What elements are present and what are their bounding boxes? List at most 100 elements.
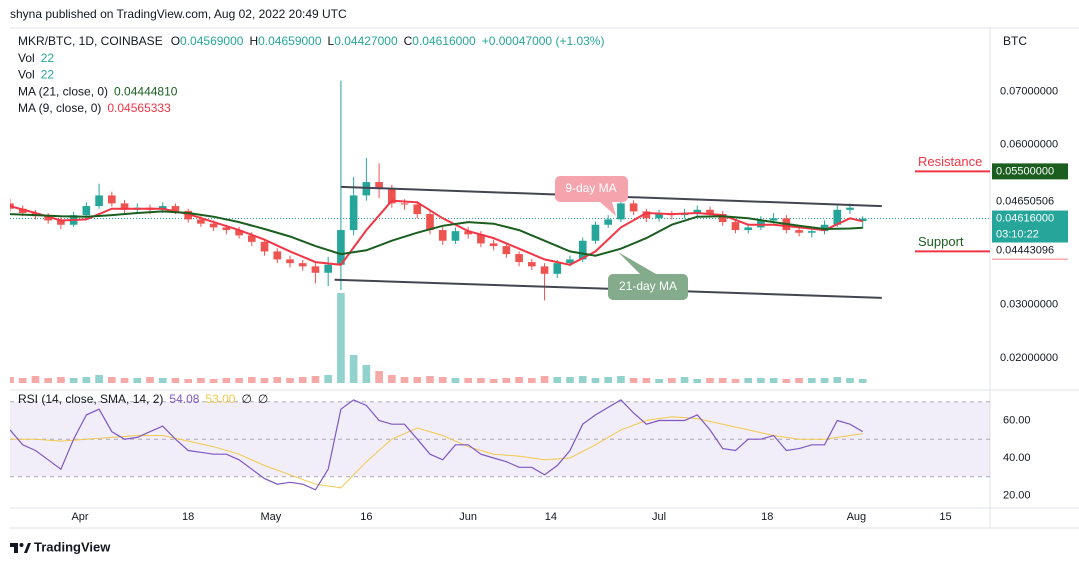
candle-body bbox=[171, 206, 180, 211]
candle-body bbox=[553, 263, 562, 274]
volume-bar bbox=[337, 293, 345, 383]
candle-body bbox=[540, 266, 549, 274]
countdown: 03:10:22 bbox=[996, 228, 1039, 240]
volume-bar bbox=[18, 378, 27, 383]
level-price-box bbox=[992, 163, 1068, 180]
volume-bar bbox=[171, 378, 180, 383]
volume-bar bbox=[578, 376, 587, 383]
ohlc-key: H bbox=[249, 34, 258, 48]
x-tick-label: 18 bbox=[182, 511, 194, 523]
x-tick-label: 16 bbox=[360, 511, 372, 523]
indicator-name: Vol bbox=[18, 51, 35, 65]
ohlc-value: 0.04569000 bbox=[180, 34, 244, 48]
candle-body bbox=[858, 218, 867, 222]
volume-bar bbox=[693, 379, 702, 383]
candle-body bbox=[591, 224, 600, 241]
x-tick-label: Aug bbox=[847, 511, 867, 523]
indicator-name: MA (9, close, 0) bbox=[18, 101, 101, 115]
volume-bar bbox=[528, 378, 536, 383]
volume-bar bbox=[120, 378, 129, 383]
rsi-legend-value: 53.00 bbox=[205, 392, 235, 406]
volume-bar bbox=[158, 378, 167, 383]
candle-body bbox=[464, 231, 472, 235]
price-label: 0.04616000 bbox=[996, 212, 1054, 224]
candle-body bbox=[209, 223, 218, 228]
candle-body bbox=[808, 231, 816, 233]
volume-bar bbox=[820, 378, 829, 383]
candle-body bbox=[311, 266, 320, 273]
x-tick-label: 18 bbox=[761, 511, 773, 523]
price-label-box bbox=[992, 242, 1068, 259]
annotation-box bbox=[555, 176, 628, 202]
indicator-legend: MA (9, close, 0) 0.04565333 bbox=[18, 101, 171, 115]
volume-bar bbox=[489, 379, 498, 383]
indicator-value: 22 bbox=[41, 68, 55, 82]
volume-bar bbox=[833, 377, 842, 383]
candle-body bbox=[718, 214, 727, 223]
rsi-sma-line bbox=[10, 416, 863, 489]
candle-body bbox=[438, 230, 447, 241]
candle-body bbox=[629, 203, 638, 212]
candle-body bbox=[57, 220, 65, 225]
volume-bar bbox=[235, 378, 243, 383]
candle-body bbox=[795, 230, 803, 233]
volume-bar bbox=[260, 378, 269, 383]
rsi-title: RSI (14, close, SMA, 14, 2) bbox=[18, 392, 163, 406]
rsi-pane bbox=[10, 399, 990, 491]
volume-bar bbox=[680, 377, 689, 383]
candle-body bbox=[693, 209, 702, 214]
volume-bar bbox=[82, 377, 91, 383]
volume-bar bbox=[57, 377, 65, 383]
volume-bar bbox=[31, 376, 40, 383]
candle-body bbox=[744, 227, 752, 231]
volume-bar bbox=[273, 377, 282, 383]
price-label: 0.04443096 bbox=[996, 245, 1054, 257]
volume-bar bbox=[782, 379, 791, 383]
x-tick-label: 14 bbox=[545, 511, 557, 523]
indicator-name: Vol bbox=[18, 68, 35, 82]
volume-bar bbox=[808, 378, 816, 383]
rsi-legend-value: ∅ bbox=[241, 392, 251, 406]
candle-body bbox=[349, 195, 358, 231]
rsi-legend: RSI (14, close, SMA, 14, 2) 54.08 53.00 ∅ ∅ bbox=[18, 392, 268, 406]
candle-body bbox=[235, 230, 243, 236]
volume-bar bbox=[540, 376, 549, 383]
candle-body bbox=[706, 209, 714, 215]
x-tick-label: Jun bbox=[459, 511, 477, 523]
candle-body bbox=[222, 227, 231, 231]
rsi-tick-label: 60.00 bbox=[1003, 414, 1031, 426]
volume-bar bbox=[197, 378, 205, 383]
logo-dot bbox=[19, 543, 24, 547]
ohlc-value: 0.04616000 bbox=[412, 34, 476, 48]
indicator-legend: MA (21, close, 0) 0.04444810 bbox=[18, 85, 178, 99]
volume-bar bbox=[222, 378, 231, 383]
volume-bar bbox=[400, 377, 409, 383]
candle-body bbox=[108, 195, 116, 204]
candle-body bbox=[578, 240, 587, 260]
rsi-legend-value: ∅ bbox=[258, 392, 268, 406]
volume-bar bbox=[795, 378, 803, 383]
candle-body bbox=[451, 231, 460, 241]
rsi-tick-label: 20.00 bbox=[1003, 489, 1031, 501]
candle-body bbox=[515, 254, 523, 263]
indicator-legend: Vol 22 bbox=[18, 51, 54, 65]
price-label: 0.04650506 bbox=[996, 196, 1054, 208]
volume-bar bbox=[324, 375, 332, 383]
ma21-annotation: 21-day MA bbox=[608, 252, 688, 300]
ohlc-key: C bbox=[404, 34, 413, 48]
candle-body bbox=[260, 241, 269, 252]
y-tick-label: 0.02000000 bbox=[1000, 352, 1058, 364]
change: +0.00047000 (+1.03%) bbox=[482, 34, 605, 48]
candle-body bbox=[528, 262, 536, 267]
brand: TradingView bbox=[34, 539, 111, 554]
volume-bar bbox=[591, 378, 600, 383]
volume-bar bbox=[655, 379, 663, 383]
volume-bar bbox=[95, 375, 103, 383]
volume-bar bbox=[642, 378, 651, 383]
volume-bar bbox=[10, 377, 14, 383]
candle-body bbox=[655, 214, 663, 219]
candle-body bbox=[248, 235, 256, 242]
rsi-line bbox=[10, 399, 864, 491]
level-label: Support bbox=[918, 234, 964, 249]
